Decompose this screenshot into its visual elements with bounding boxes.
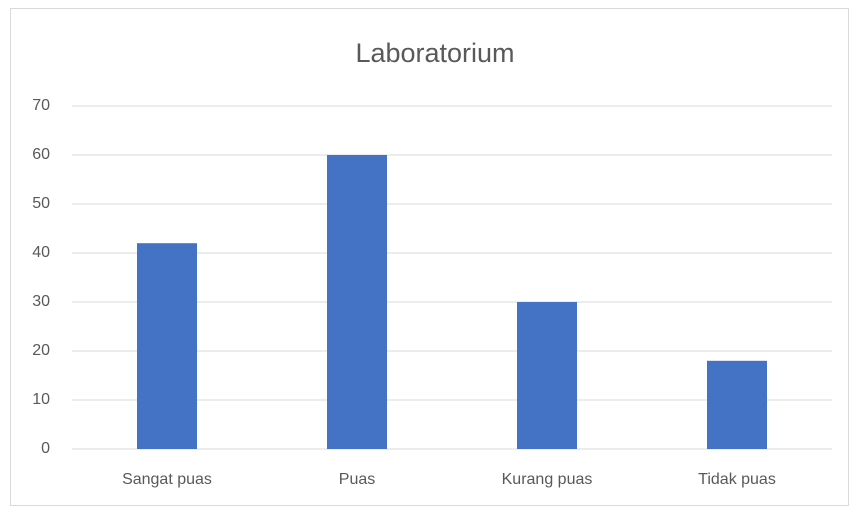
y-tick-label: 60 <box>32 146 50 163</box>
x-tick-label: Tidak puas <box>698 471 776 488</box>
y-tick-label: 10 <box>32 391 50 408</box>
bar <box>707 360 767 449</box>
x-tick-label: Sangat puas <box>122 471 212 488</box>
y-tick-label: 30 <box>32 293 50 310</box>
y-tick-label: 0 <box>41 440 50 457</box>
x-tick-label: Kurang puas <box>502 471 593 488</box>
y-tick-label: 40 <box>32 244 50 261</box>
y-tick-label: 50 <box>32 195 50 212</box>
chart-title: Laboratorium <box>355 38 514 68</box>
y-tick-label: 20 <box>32 342 50 359</box>
x-tick-label: Puas <box>339 471 375 488</box>
y-tick-label: 70 <box>32 97 50 114</box>
bar <box>327 155 387 449</box>
bar <box>517 302 577 449</box>
bar <box>137 243 197 449</box>
